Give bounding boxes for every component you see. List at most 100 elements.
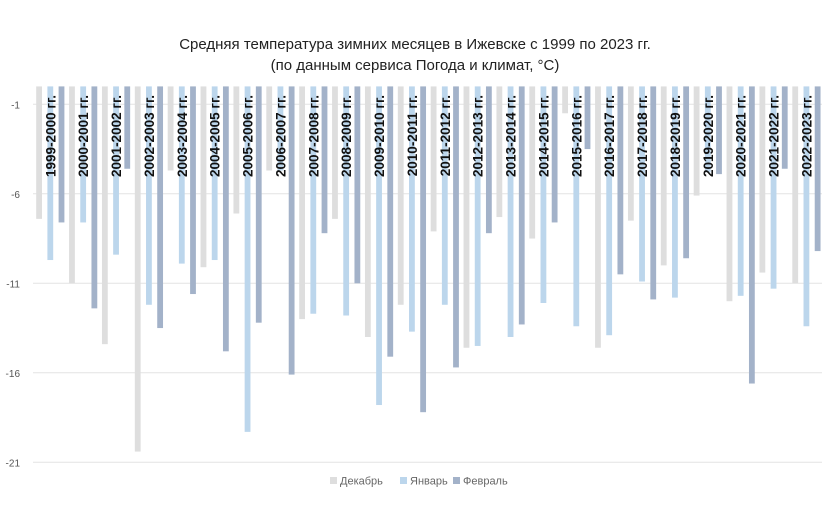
- bar-february: [190, 86, 196, 295]
- category-label: 1999-2000 гг.: [43, 95, 58, 177]
- gridlines: [33, 103, 822, 463]
- legend-label: Декабрь: [340, 476, 383, 488]
- legend-swatch: [400, 477, 407, 484]
- bar-december: [529, 86, 536, 239]
- category-label: 2012-2013 гг.: [471, 95, 486, 177]
- bar-december: [759, 86, 766, 273]
- bar-december: [69, 86, 75, 284]
- category-label: 2003-2004 гг.: [175, 95, 190, 177]
- bar-january: [409, 86, 415, 332]
- bar-december: [134, 86, 141, 452]
- bar-december: [660, 86, 667, 266]
- category-label: 2013-2014 гг.: [504, 95, 519, 177]
- bar-february: [354, 86, 361, 284]
- legend-label: Январь: [410, 476, 448, 488]
- bar-january: [737, 86, 744, 296]
- bar-february: [748, 86, 755, 384]
- bar-february: [157, 86, 164, 329]
- bar-december: [332, 86, 338, 219]
- legend: Декабрь Январь Февраль: [330, 476, 508, 488]
- bar-january: [47, 86, 54, 261]
- category-label: 2002-2003 гг.: [142, 95, 157, 177]
- bar-december: [364, 86, 371, 338]
- legend-label: Февраль: [463, 476, 508, 488]
- bar-december: [430, 86, 437, 232]
- bar-january: [244, 86, 251, 432]
- category-label: 2008-2009 гг.: [339, 95, 354, 177]
- category-label: 2014-2015 гг.: [536, 95, 551, 177]
- category-label: 2021-2022 гг.: [767, 95, 782, 177]
- bar-january: [113, 86, 119, 255]
- y-tick-label: -21: [6, 458, 21, 469]
- bar-february: [321, 86, 328, 234]
- bar-january: [606, 86, 613, 336]
- bar-december: [496, 86, 503, 218]
- bar-january: [704, 86, 711, 173]
- bar-january: [639, 86, 645, 282]
- category-label: 2007-2008 гг.: [306, 95, 321, 177]
- bar-december: [167, 86, 174, 171]
- bar-december: [726, 86, 733, 302]
- category-label: 2016-2017 гг.: [602, 95, 617, 177]
- bar-february: [617, 86, 624, 275]
- bar-february: [420, 86, 427, 413]
- category-label: 2019-2020 гг.: [701, 95, 716, 177]
- bar-december: [233, 86, 240, 214]
- legend-swatch: [330, 477, 337, 484]
- bar-december: [627, 86, 634, 221]
- category-label: 2015-2016 гг.: [569, 95, 584, 177]
- bar-january: [211, 86, 218, 261]
- bar-december: [693, 86, 700, 196]
- bar-january: [507, 86, 514, 338]
- bar-february: [387, 86, 394, 357]
- bar-february: [91, 86, 98, 309]
- bar-february: [518, 86, 525, 325]
- bar-december: [101, 86, 108, 345]
- bar-january: [573, 86, 580, 327]
- bar-december: [792, 86, 799, 284]
- bar-february: [814, 86, 821, 252]
- bar-january: [80, 86, 87, 223]
- bar-january: [146, 86, 152, 305]
- bar-february: [58, 86, 65, 223]
- category-labels: 1999-2000 гг. 2000-2001 гг. 2001-2002 гг. 2…: [43, 95, 814, 177]
- bar-january: [178, 86, 185, 264]
- category-label: 2006-2007 гг.: [273, 95, 288, 177]
- bar-february: [781, 86, 788, 169]
- bar-february: [453, 86, 459, 368]
- bar-february: [485, 86, 492, 234]
- category-label: 2000-2001 гг.: [76, 95, 91, 177]
- y-tick-label: -6: [11, 190, 20, 201]
- category-label: 2017-2018 гг.: [635, 95, 650, 177]
- bar-january: [343, 86, 350, 316]
- bar-december: [299, 86, 305, 320]
- bar-january: [376, 86, 382, 406]
- bar-january: [540, 86, 547, 303]
- bar-december: [397, 86, 404, 305]
- y-axis-ticks: -1 -6 -11 -16 -21: [6, 100, 21, 469]
- category-label: 2010-2011 гг.: [405, 95, 420, 176]
- category-label: 2009-2010 гг.: [372, 95, 387, 177]
- category-label: 2020-2021 гг.: [734, 95, 749, 177]
- category-label: 2001-2002 гг.: [109, 95, 124, 177]
- y-tick-label: -1: [11, 100, 20, 111]
- bar-january: [277, 86, 284, 171]
- category-label: 2004-2005 гг.: [208, 95, 223, 177]
- bars: [36, 86, 821, 452]
- bar-january: [672, 86, 678, 298]
- category-label: 2005-2006 гг.: [241, 95, 256, 177]
- bar-december: [463, 86, 470, 348]
- bar-january: [474, 86, 481, 346]
- chart-title: Средняя температура зимних месяцев в Иже…: [179, 36, 651, 53]
- bar-february: [288, 86, 295, 375]
- bar-february: [716, 86, 722, 175]
- bar-december: [562, 86, 568, 114]
- category-label: 2018-2019 гг.: [668, 95, 683, 177]
- bar-december: [595, 86, 601, 348]
- bar-february: [551, 86, 558, 223]
- bar-february: [683, 86, 690, 259]
- bar-february: [124, 86, 131, 169]
- category-label: 2011-2012 гг.: [438, 95, 453, 176]
- bar-january: [803, 86, 810, 327]
